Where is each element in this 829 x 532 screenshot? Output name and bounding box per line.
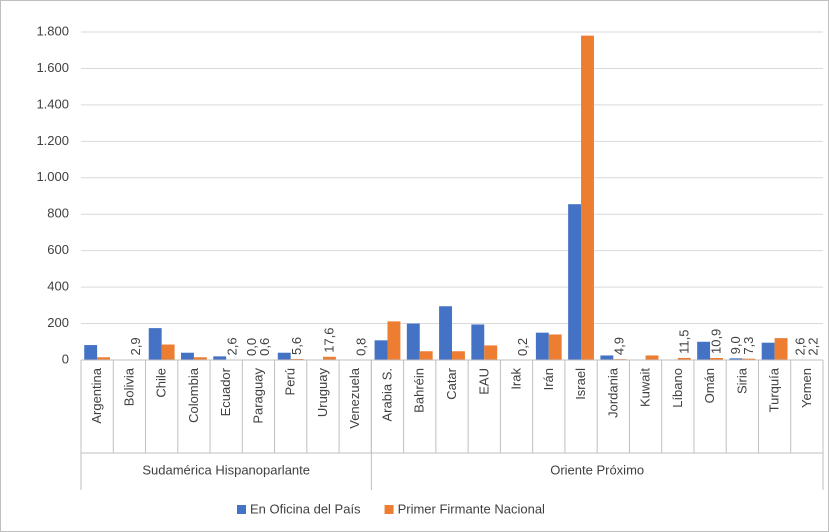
x-tick-label: Venezuela (347, 367, 362, 428)
legend-swatch (237, 505, 246, 514)
bar (419, 351, 433, 360)
bar (774, 338, 788, 360)
y-tick-label: 400 (47, 279, 69, 294)
bar (535, 332, 549, 360)
x-tick-label: EAU (476, 368, 491, 395)
x-tick-label: Arabia S. (379, 368, 394, 421)
bar (710, 358, 723, 360)
data-label: 11,5 (676, 330, 691, 354)
x-tick-label: Bahréin (412, 368, 427, 413)
bar (84, 345, 98, 360)
legend-label: En Oficina del País (250, 501, 361, 516)
x-tick-label: Jordania (605, 367, 620, 418)
bar (439, 306, 452, 360)
bar (213, 356, 227, 360)
data-label: 4,9 (612, 337, 627, 355)
data-label: 5,6 (289, 337, 304, 355)
bar (97, 357, 111, 360)
data-label: 17,6 (321, 327, 336, 352)
x-tick-label: Argentina (89, 367, 104, 423)
x-tick-label: Omán (702, 368, 717, 403)
x-tick-label: Líbano (670, 368, 685, 408)
y-tick-label: 1.800 (36, 23, 69, 38)
data-label: 10,9 (709, 329, 724, 354)
legend-label: Primer Firmante Nacional (398, 501, 545, 516)
bar (484, 345, 498, 360)
bar (277, 352, 291, 360)
y-tick-label: 800 (47, 206, 69, 221)
data-label: 0,2 (515, 338, 530, 356)
bar (548, 334, 562, 360)
bar (742, 358, 756, 360)
group-label: Oriente Próximo (550, 462, 644, 477)
data-label: 7,3 (741, 337, 756, 355)
x-tick-label: Israel (573, 368, 588, 400)
bar (193, 357, 207, 360)
bar (290, 358, 304, 360)
data-label: 2,6 (792, 337, 807, 355)
x-tick-label: Yemen (799, 368, 814, 408)
x-tick-label: Kuwait (638, 368, 653, 407)
data-label: 2,6 (225, 337, 240, 355)
y-tick-label: 1.400 (36, 96, 69, 111)
x-tick-label: Perú (283, 368, 298, 395)
bar (581, 35, 594, 361)
data-label: 2,2 (805, 338, 820, 356)
bar (452, 351, 465, 360)
data-label: 0,0 (244, 338, 259, 356)
x-tick-label: Bolivia (121, 367, 136, 406)
y-tick-label: 200 (47, 315, 69, 330)
x-tick-label: Uruguay (315, 368, 330, 418)
bar (374, 340, 388, 360)
y-tick-label: 0 (62, 351, 69, 366)
x-tick-label: Paraguay (250, 368, 265, 424)
bar (406, 323, 420, 360)
y-tick-label: 600 (47, 242, 69, 257)
y-tick-label: 1.200 (36, 133, 69, 148)
bar (471, 324, 485, 360)
bar (697, 341, 711, 360)
x-tick-label: Irán (541, 368, 556, 390)
bar (322, 356, 336, 360)
y-tick-label: 1.000 (36, 169, 69, 184)
bar (761, 342, 775, 360)
data-label: 2,9 (128, 337, 143, 355)
bar (161, 344, 175, 360)
bar (181, 352, 194, 360)
x-tick-label: Turquía (767, 367, 782, 412)
x-tick-label: Catar (444, 367, 459, 399)
bar (645, 355, 659, 360)
y-tick-label: 1.600 (36, 60, 69, 75)
x-tick-label: Ecuador (218, 367, 233, 416)
group-label: Sudamérica Hispanoparlante (142, 462, 310, 477)
legend-swatch (384, 505, 394, 514)
x-tick-label: Colombia (186, 367, 201, 423)
x-tick-label: Siria (734, 367, 749, 394)
bar (600, 355, 614, 360)
x-tick-label: Chile (154, 368, 169, 398)
bar (568, 204, 582, 360)
data-label: 9,0 (728, 336, 743, 354)
bar (387, 321, 401, 360)
bar (729, 358, 743, 360)
bar (677, 357, 691, 360)
data-label: 0,8 (354, 338, 369, 356)
x-tick-label: Irak (509, 368, 524, 390)
bar (148, 328, 162, 360)
data-label: 0,6 (257, 338, 272, 356)
